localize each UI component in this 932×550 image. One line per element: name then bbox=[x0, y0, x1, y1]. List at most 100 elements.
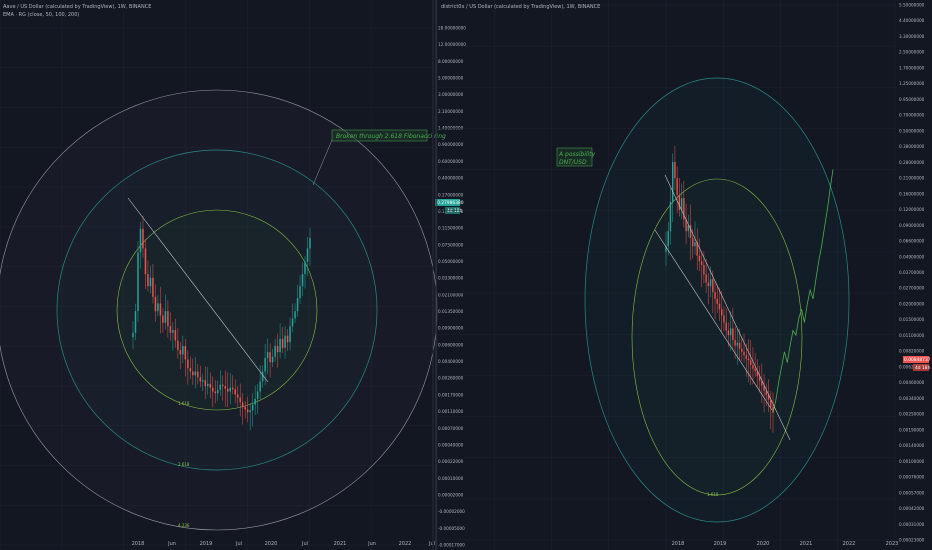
candle bbox=[132, 332, 134, 338]
price-axis-tick: 1.25000000 bbox=[899, 81, 925, 86]
price-axis-tick: 0.03700000 bbox=[899, 270, 925, 275]
candle bbox=[707, 282, 710, 287]
price-axis-tick: 2.10000000 bbox=[438, 109, 464, 114]
candle bbox=[279, 338, 281, 353]
price-axis-tick: 0.00010000 bbox=[438, 476, 464, 481]
right-candles bbox=[665, 145, 774, 433]
left-trendline[interactable] bbox=[127, 197, 269, 383]
candle bbox=[291, 318, 294, 327]
price-tag-countdown: 4d 18h bbox=[915, 365, 931, 371]
fib-ring-2618[interactable] bbox=[56, 149, 378, 471]
right-trendline-lower[interactable] bbox=[654, 229, 773, 411]
candle bbox=[269, 352, 271, 363]
price-axis-tick: 0.09000000 bbox=[899, 223, 925, 228]
candle bbox=[184, 345, 187, 360]
left-annotation[interactable]: Broken through 2.618 Fibonacci ring bbox=[331, 129, 446, 142]
price-axis-tick: 0.01500000 bbox=[899, 317, 925, 322]
candle bbox=[221, 384, 224, 387]
candle bbox=[689, 224, 692, 239]
price-axis-tick: 0.00170000 bbox=[438, 392, 464, 397]
candle bbox=[251, 404, 254, 411]
price-axis-tick: 0.38000000 bbox=[899, 144, 925, 149]
projection-line[interactable] bbox=[772, 169, 834, 413]
time-axis-tick: 2018 bbox=[672, 541, 685, 547]
candle bbox=[286, 335, 289, 343]
candle bbox=[705, 274, 707, 283]
candle bbox=[137, 252, 139, 312]
candle bbox=[266, 352, 269, 359]
annotation-box bbox=[556, 147, 593, 167]
candle bbox=[772, 406, 774, 413]
candle bbox=[304, 261, 306, 275]
candle bbox=[164, 311, 167, 323]
candle bbox=[309, 238, 311, 249]
fib-label: 1.618 bbox=[178, 401, 190, 406]
right-chart-panel[interactable]: A possibility DNT/USD 1.618 district0x /… bbox=[436, 0, 931, 550]
price-axis-tick: 3.00000000 bbox=[438, 92, 464, 97]
candle bbox=[231, 387, 234, 390]
fib-ring-1618[interactable] bbox=[116, 209, 318, 411]
left-grid bbox=[0, 0, 434, 550]
price-axis-tick: 0.90000000 bbox=[438, 142, 464, 147]
candle bbox=[179, 349, 182, 355]
candle bbox=[750, 360, 752, 366]
candle bbox=[249, 410, 251, 413]
price-axis-tick: 0.02100000 bbox=[438, 292, 464, 297]
price-axis-tick: 0.00110000 bbox=[438, 409, 464, 414]
price-tag-box bbox=[903, 356, 929, 363]
candle bbox=[144, 248, 147, 275]
price-axis-tick: 8.00000000 bbox=[438, 59, 464, 64]
candle bbox=[209, 383, 212, 388]
price-axis-tick: 0.02700000 bbox=[899, 286, 925, 291]
candle bbox=[736, 342, 739, 346]
candle bbox=[236, 394, 239, 398]
price-tag-value: 0.00848737 bbox=[904, 357, 931, 363]
price-tag-value: 0.27986380 bbox=[437, 200, 464, 206]
right-time-axis[interactable]: 2018 2019 2020 2021 2022 2023 bbox=[672, 541, 899, 547]
price-axis-tick: 0.00820000 bbox=[899, 349, 925, 354]
price-axis-tick: 0.00190000 bbox=[899, 427, 925, 432]
time-axis-tick: 2022 bbox=[843, 541, 856, 547]
annotation-box bbox=[331, 129, 428, 142]
candle bbox=[177, 340, 179, 350]
time-axis-tick: 2021 bbox=[334, 541, 347, 547]
candle bbox=[729, 328, 732, 336]
candle bbox=[274, 345, 276, 357]
price-axis-tick: 0.00620000 bbox=[899, 364, 925, 369]
candle bbox=[192, 371, 194, 376]
annotation-line-2: DNT/USD bbox=[559, 159, 587, 166]
price-axis-tick: 5.50000000 bbox=[899, 3, 925, 8]
candle bbox=[683, 198, 685, 220]
price-tag-sub-box bbox=[913, 364, 929, 371]
price-axis-tick: -0.00005000 bbox=[438, 526, 465, 531]
right-annotation[interactable]: A possibility DNT/USD bbox=[556, 147, 596, 167]
candle bbox=[174, 330, 177, 341]
right-chart-title: district0x / US Dollar (calculated by Tr… bbox=[441, 4, 600, 10]
price-axis-tick: 0.95000000 bbox=[899, 97, 925, 102]
right-price-axis[interactable]: 5.50000000 4.40000000 3.30000000 2.50000000… bbox=[899, 3, 925, 543]
candle bbox=[219, 384, 222, 390]
right-trendline-upper[interactable] bbox=[664, 174, 791, 441]
candle bbox=[139, 228, 142, 253]
fib-ring-1618[interactable] bbox=[631, 178, 803, 496]
annotation-line-1: A possibility bbox=[558, 151, 596, 158]
candle bbox=[723, 315, 725, 323]
candle bbox=[734, 340, 736, 346]
left-time-axis[interactable]: 2018 Jun 2019 Jul 2020 Jul 2021 Jun 2022 Jul bbox=[132, 541, 435, 547]
left-price-axis[interactable]: 28.00000000 12.00000000 8.00000000 5.000000… bbox=[438, 26, 466, 548]
price-axis-tick: 3.30000000 bbox=[899, 34, 925, 39]
candle bbox=[299, 286, 301, 299]
candle bbox=[229, 387, 231, 392]
candle bbox=[727, 330, 730, 336]
candle bbox=[224, 386, 226, 389]
price-axis-tick: 0.70000000 bbox=[899, 113, 925, 118]
candle bbox=[692, 238, 694, 247]
price-axis-tick: 0.07500000 bbox=[438, 242, 464, 247]
candle bbox=[294, 311, 296, 319]
price-axis-tick: 0.00100000 bbox=[899, 459, 925, 464]
left-chart-panel[interactable]: Broken through 2.618 Fibonacci ring 1.61… bbox=[0, 0, 466, 550]
candle bbox=[752, 365, 754, 369]
candle bbox=[694, 242, 696, 247]
candle bbox=[199, 377, 202, 382]
